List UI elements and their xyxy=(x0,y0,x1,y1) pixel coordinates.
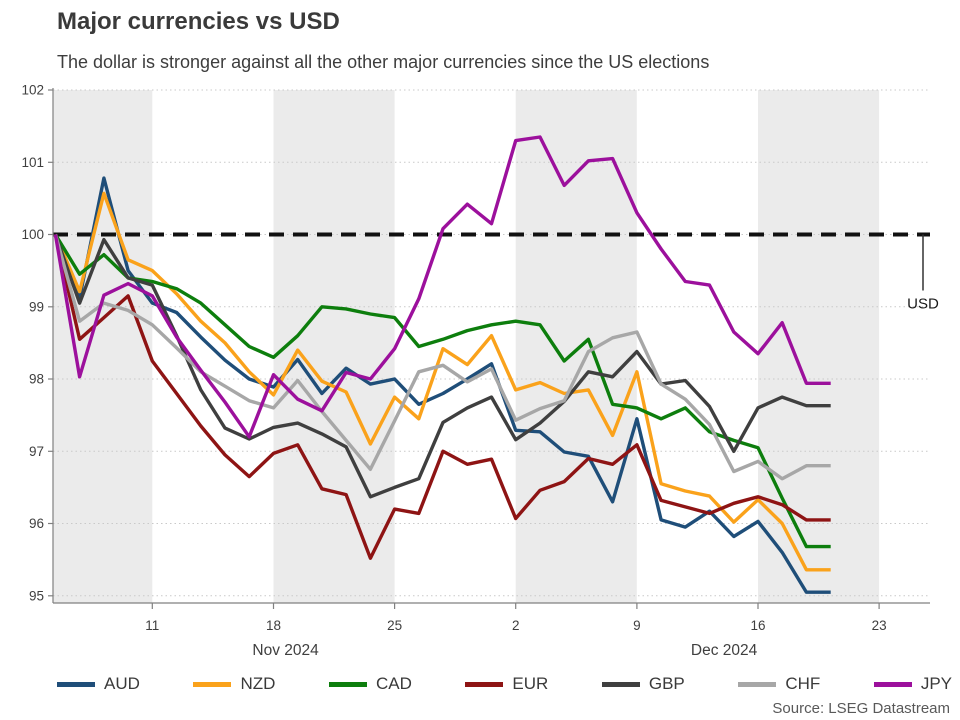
series-line-nzd xyxy=(53,191,831,572)
svg-text:99: 99 xyxy=(29,300,44,315)
legend-label-gbp: GBP xyxy=(648,674,685,693)
series-line-aud xyxy=(53,176,831,594)
svg-text:97: 97 xyxy=(29,444,44,459)
svg-text:23: 23 xyxy=(872,618,887,633)
legend-item-cad: CAD xyxy=(328,674,412,694)
legend-label-cad: CAD xyxy=(375,674,412,693)
svg-text:18: 18 xyxy=(266,618,281,633)
legend-swatch-nzd xyxy=(193,681,232,687)
legend-label-aud: AUD xyxy=(104,674,140,693)
svg-text:25: 25 xyxy=(387,618,402,633)
chart-title: Major currencies vs USD xyxy=(57,8,340,35)
x-axis-ticks: 11 18 25 2 9 16 23 xyxy=(145,603,887,633)
y-axis-ticks: 95 96 97 98 99 100 101 102 xyxy=(21,83,53,604)
series-line-cad xyxy=(53,233,831,549)
svg-text:11: 11 xyxy=(145,618,159,633)
series-line-chf xyxy=(53,234,831,481)
legend-item-aud: AUD xyxy=(57,674,140,694)
legend-item-gbp: GBP xyxy=(601,674,685,694)
legend-item-chf: CHF xyxy=(738,674,820,694)
legend-item-eur: EUR xyxy=(465,674,548,694)
legend-item-nzd: NZD xyxy=(193,674,275,694)
legend-item-jpy: JPY xyxy=(873,674,952,694)
svg-text:102: 102 xyxy=(21,83,44,98)
svg-text:2: 2 xyxy=(512,618,520,633)
svg-text:Nov 2024: Nov 2024 xyxy=(252,642,319,659)
svg-text:100: 100 xyxy=(21,227,44,242)
axes xyxy=(52,88,930,604)
legend-swatch-gbp xyxy=(601,681,640,687)
legend-swatch-chf xyxy=(738,681,777,687)
series-line-eur xyxy=(53,234,831,560)
series-line-jpy xyxy=(53,135,831,439)
svg-text:Dec 2024: Dec 2024 xyxy=(691,642,758,659)
svg-text:96: 96 xyxy=(29,516,44,531)
svg-text:98: 98 xyxy=(29,372,44,387)
legend-label-eur: EUR xyxy=(512,674,549,693)
legend-label-jpy: JPY xyxy=(920,674,952,693)
legend-label-chf: CHF xyxy=(785,674,821,693)
legend-swatch-aud xyxy=(57,681,95,687)
svg-text:9: 9 xyxy=(633,618,641,633)
usd-baseline: USD xyxy=(53,232,939,313)
usd-baseline-label: USD xyxy=(907,296,939,313)
legend-swatch-jpy xyxy=(873,681,912,687)
legend-swatch-cad xyxy=(328,681,367,687)
legend-swatch-eur xyxy=(465,681,504,687)
svg-text:101: 101 xyxy=(21,155,44,170)
source-note: Source: LSEG Datastream xyxy=(772,700,950,717)
legend-label-nzd: NZD xyxy=(240,674,276,693)
chart-legend: AUD NZD CAD EUR GBP CHF JPY xyxy=(57,668,952,700)
chart-subtitle: The dollar is stronger against all the o… xyxy=(57,52,710,72)
svg-text:95: 95 xyxy=(29,589,44,604)
x-axis-month-labels: Nov 2024 Dec 2024 xyxy=(252,642,757,659)
svg-text:16: 16 xyxy=(750,618,765,633)
